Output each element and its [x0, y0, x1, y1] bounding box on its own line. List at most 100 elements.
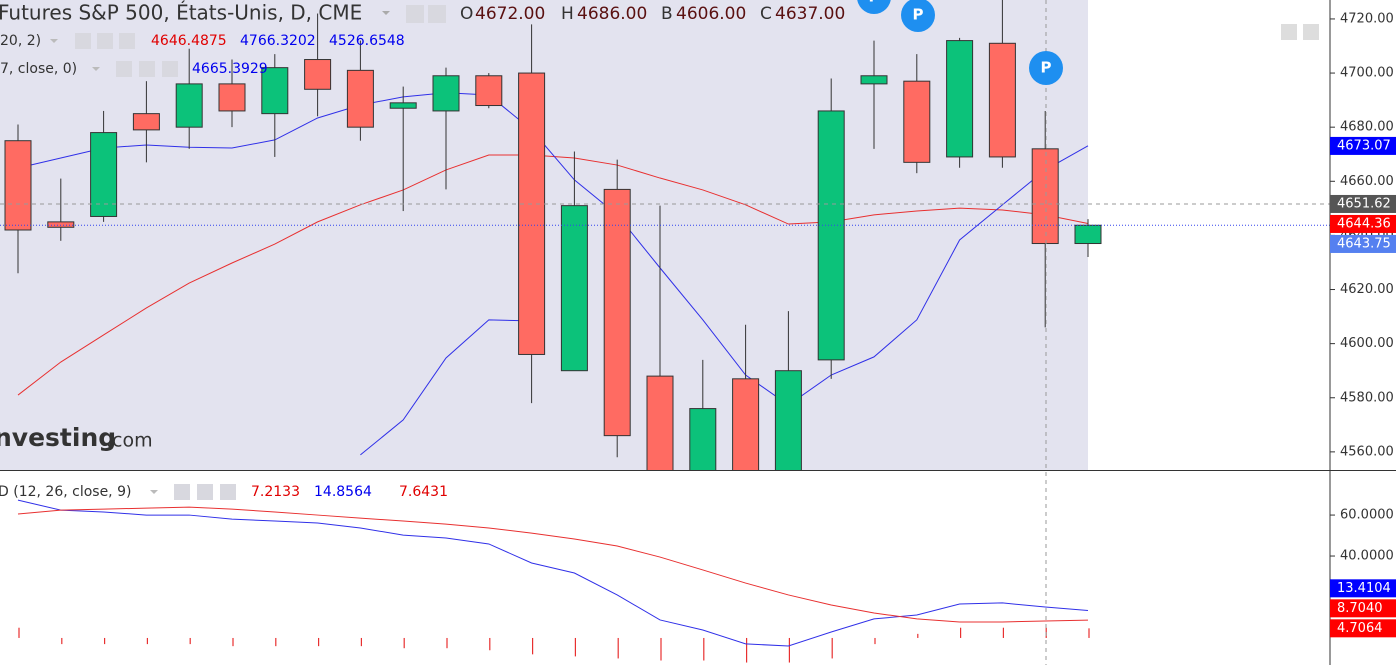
y-tick-label: 4620.00 — [1340, 282, 1394, 297]
dropdown-caret[interactable] — [50, 39, 58, 43]
value-tag-label: 4643.75 — [1337, 236, 1391, 251]
event-marker[interactable] — [901, 0, 935, 32]
value-tag — [1330, 136, 1396, 155]
event-marker-label[interactable]: P — [869, 0, 880, 6]
event-marker-label[interactable]: P — [1041, 59, 1052, 77]
overlay-line — [360, 319, 532, 456]
candle-body — [475, 75, 503, 107]
value-tag-label: 13.4104 — [1337, 581, 1391, 596]
value-tag — [1330, 214, 1396, 233]
candle-body — [518, 72, 546, 355]
macd-plot — [17, 499, 1090, 663]
price-axis-bg — [1330, 0, 1396, 665]
event-marker[interactable] — [1029, 51, 1063, 85]
candle-body — [1074, 224, 1102, 245]
candle-body — [646, 375, 674, 470]
eye-icon[interactable] — [75, 33, 91, 49]
ohlc-key: B — [661, 4, 673, 24]
candle-body — [1031, 148, 1059, 245]
y-tick-label: 40.0000 — [1340, 549, 1394, 564]
ohlc-key: O — [460, 4, 473, 24]
candle-body — [603, 188, 631, 437]
overlay-line — [17, 92, 1089, 406]
y-tick-label: 4600.00 — [1340, 336, 1394, 351]
candle-body — [732, 378, 760, 470]
eye-icon[interactable] — [174, 484, 190, 500]
ohlc-key: C — [760, 4, 772, 24]
candle-body — [774, 370, 802, 470]
value-tag-label: 4651.62 — [1337, 196, 1391, 211]
close-icon[interactable] — [220, 484, 236, 500]
value-tag — [1330, 619, 1396, 638]
y-tick-label: 4580.00 — [1340, 390, 1394, 405]
macd-line — [17, 506, 1089, 623]
scroll-icon[interactable] — [1303, 24, 1319, 40]
indicator-value: 4766.3202 — [240, 33, 316, 49]
candle-body — [218, 83, 246, 112]
event-marker-label[interactable]: P — [913, 6, 924, 24]
indicator-label: 7, close, 0) — [0, 61, 77, 77]
candle-body — [389, 102, 417, 109]
indicator-label: 20, 2) — [0, 33, 41, 49]
indicator-value: 4665.3929 — [192, 61, 268, 77]
ohlc-value: 4606.00 — [676, 4, 746, 24]
overlay-line — [17, 154, 1089, 396]
value-tag-label: 4673.07 — [1337, 138, 1391, 153]
ohlc-value: 4672.00 — [475, 4, 545, 24]
close-icon[interactable] — [162, 61, 178, 77]
dropdown-caret[interactable] — [382, 11, 390, 15]
value-tag-label: 4644.36 — [1337, 216, 1391, 231]
ohlc-value: 4637.00 — [775, 4, 845, 24]
settings-icon[interactable] — [139, 61, 155, 77]
main-plot — [0, 0, 1330, 470]
dropdown-caret[interactable] — [92, 67, 100, 71]
settings-icon[interactable] — [197, 484, 213, 500]
dropdown-caret[interactable] — [150, 490, 158, 494]
settings-icon[interactable] — [428, 5, 446, 23]
value-tag — [1330, 599, 1396, 618]
candle-body — [132, 113, 160, 131]
candle-body — [175, 83, 203, 128]
settings-icon[interactable] — [97, 33, 113, 49]
value-tag — [1330, 579, 1396, 598]
candle-body — [47, 221, 75, 228]
candle-body — [432, 75, 460, 112]
candle-body — [988, 42, 1016, 158]
value-tag — [1330, 194, 1396, 213]
y-tick-label: 60.0000 — [1340, 508, 1394, 523]
candle-body — [903, 80, 931, 163]
candle-body — [304, 59, 332, 90]
value-tag-label: 8.7040 — [1337, 601, 1383, 616]
y-tick-label: 4560.00 — [1340, 444, 1394, 459]
eye-icon[interactable] — [406, 5, 424, 23]
candle-body — [560, 205, 588, 372]
candle-body — [860, 75, 888, 85]
y-tick-label: 4680.00 — [1340, 120, 1394, 135]
eye-icon[interactable] — [116, 61, 132, 77]
ohlc-key: H — [561, 4, 574, 24]
indicator-value: 4526.6548 — [329, 33, 405, 49]
indicator-label: D (12, 26, close, 9) — [0, 484, 131, 500]
indicator-value: 7.6431 — [399, 484, 448, 500]
axes: 4560.004580.004600.004620.004640.004660.… — [1330, 11, 1396, 638]
close-icon[interactable] — [119, 33, 135, 49]
ohlc-value: 4686.00 — [577, 4, 647, 24]
candle-body — [261, 67, 289, 115]
candle-body — [689, 408, 717, 470]
indicator-value: 14.8564 — [314, 484, 372, 500]
event-marker[interactable] — [857, 0, 891, 14]
y-tick-label: 4700.00 — [1340, 66, 1394, 81]
candle-body — [817, 110, 845, 361]
candle-body — [4, 140, 32, 231]
candle-body — [946, 40, 974, 158]
y-tick-label: 4660.00 — [1340, 174, 1394, 189]
indicator-value: 4646.4875 — [151, 33, 227, 49]
value-tag-label: 4.7064 — [1337, 621, 1383, 636]
y-tick-label: 4720.00 — [1340, 11, 1394, 26]
chart-title: Futures S&P 500, États-Unis, D, CME — [0, 1, 362, 25]
scroll-icon[interactable] — [1281, 24, 1297, 40]
logo-suffix: .com — [106, 430, 153, 452]
logo-name: nvesting — [0, 423, 116, 452]
candle-body — [346, 69, 374, 128]
